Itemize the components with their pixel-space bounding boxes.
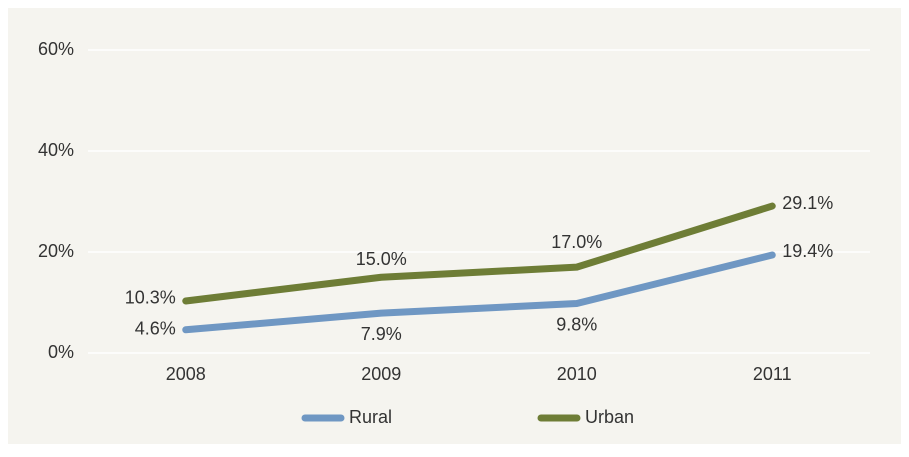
legend-label: Rural xyxy=(349,407,392,427)
data-label: 10.3% xyxy=(125,288,176,308)
y-tick-label: 60% xyxy=(38,39,74,59)
line-series xyxy=(182,202,776,305)
data-label: 7.9% xyxy=(361,324,402,344)
data-label: 15.0% xyxy=(356,249,407,269)
chart-background xyxy=(8,8,901,444)
data-label: 19.4% xyxy=(782,241,833,261)
y-tick-label: 40% xyxy=(38,140,74,160)
data-label: 17.0% xyxy=(551,232,602,252)
x-tick-label: 2010 xyxy=(557,364,597,384)
data-label: 4.6% xyxy=(135,319,176,339)
x-tick-label: 2011 xyxy=(753,364,792,384)
data-label: 29.1% xyxy=(782,193,833,213)
legend-label: Urban xyxy=(585,407,634,427)
data-label: 9.8% xyxy=(556,314,597,334)
y-tick-label: 0% xyxy=(48,342,74,362)
line-series xyxy=(182,251,776,334)
y-tick-label: 20% xyxy=(38,241,74,261)
x-tick-label: 2009 xyxy=(361,364,401,384)
x-tick-label: 2008 xyxy=(166,364,206,384)
